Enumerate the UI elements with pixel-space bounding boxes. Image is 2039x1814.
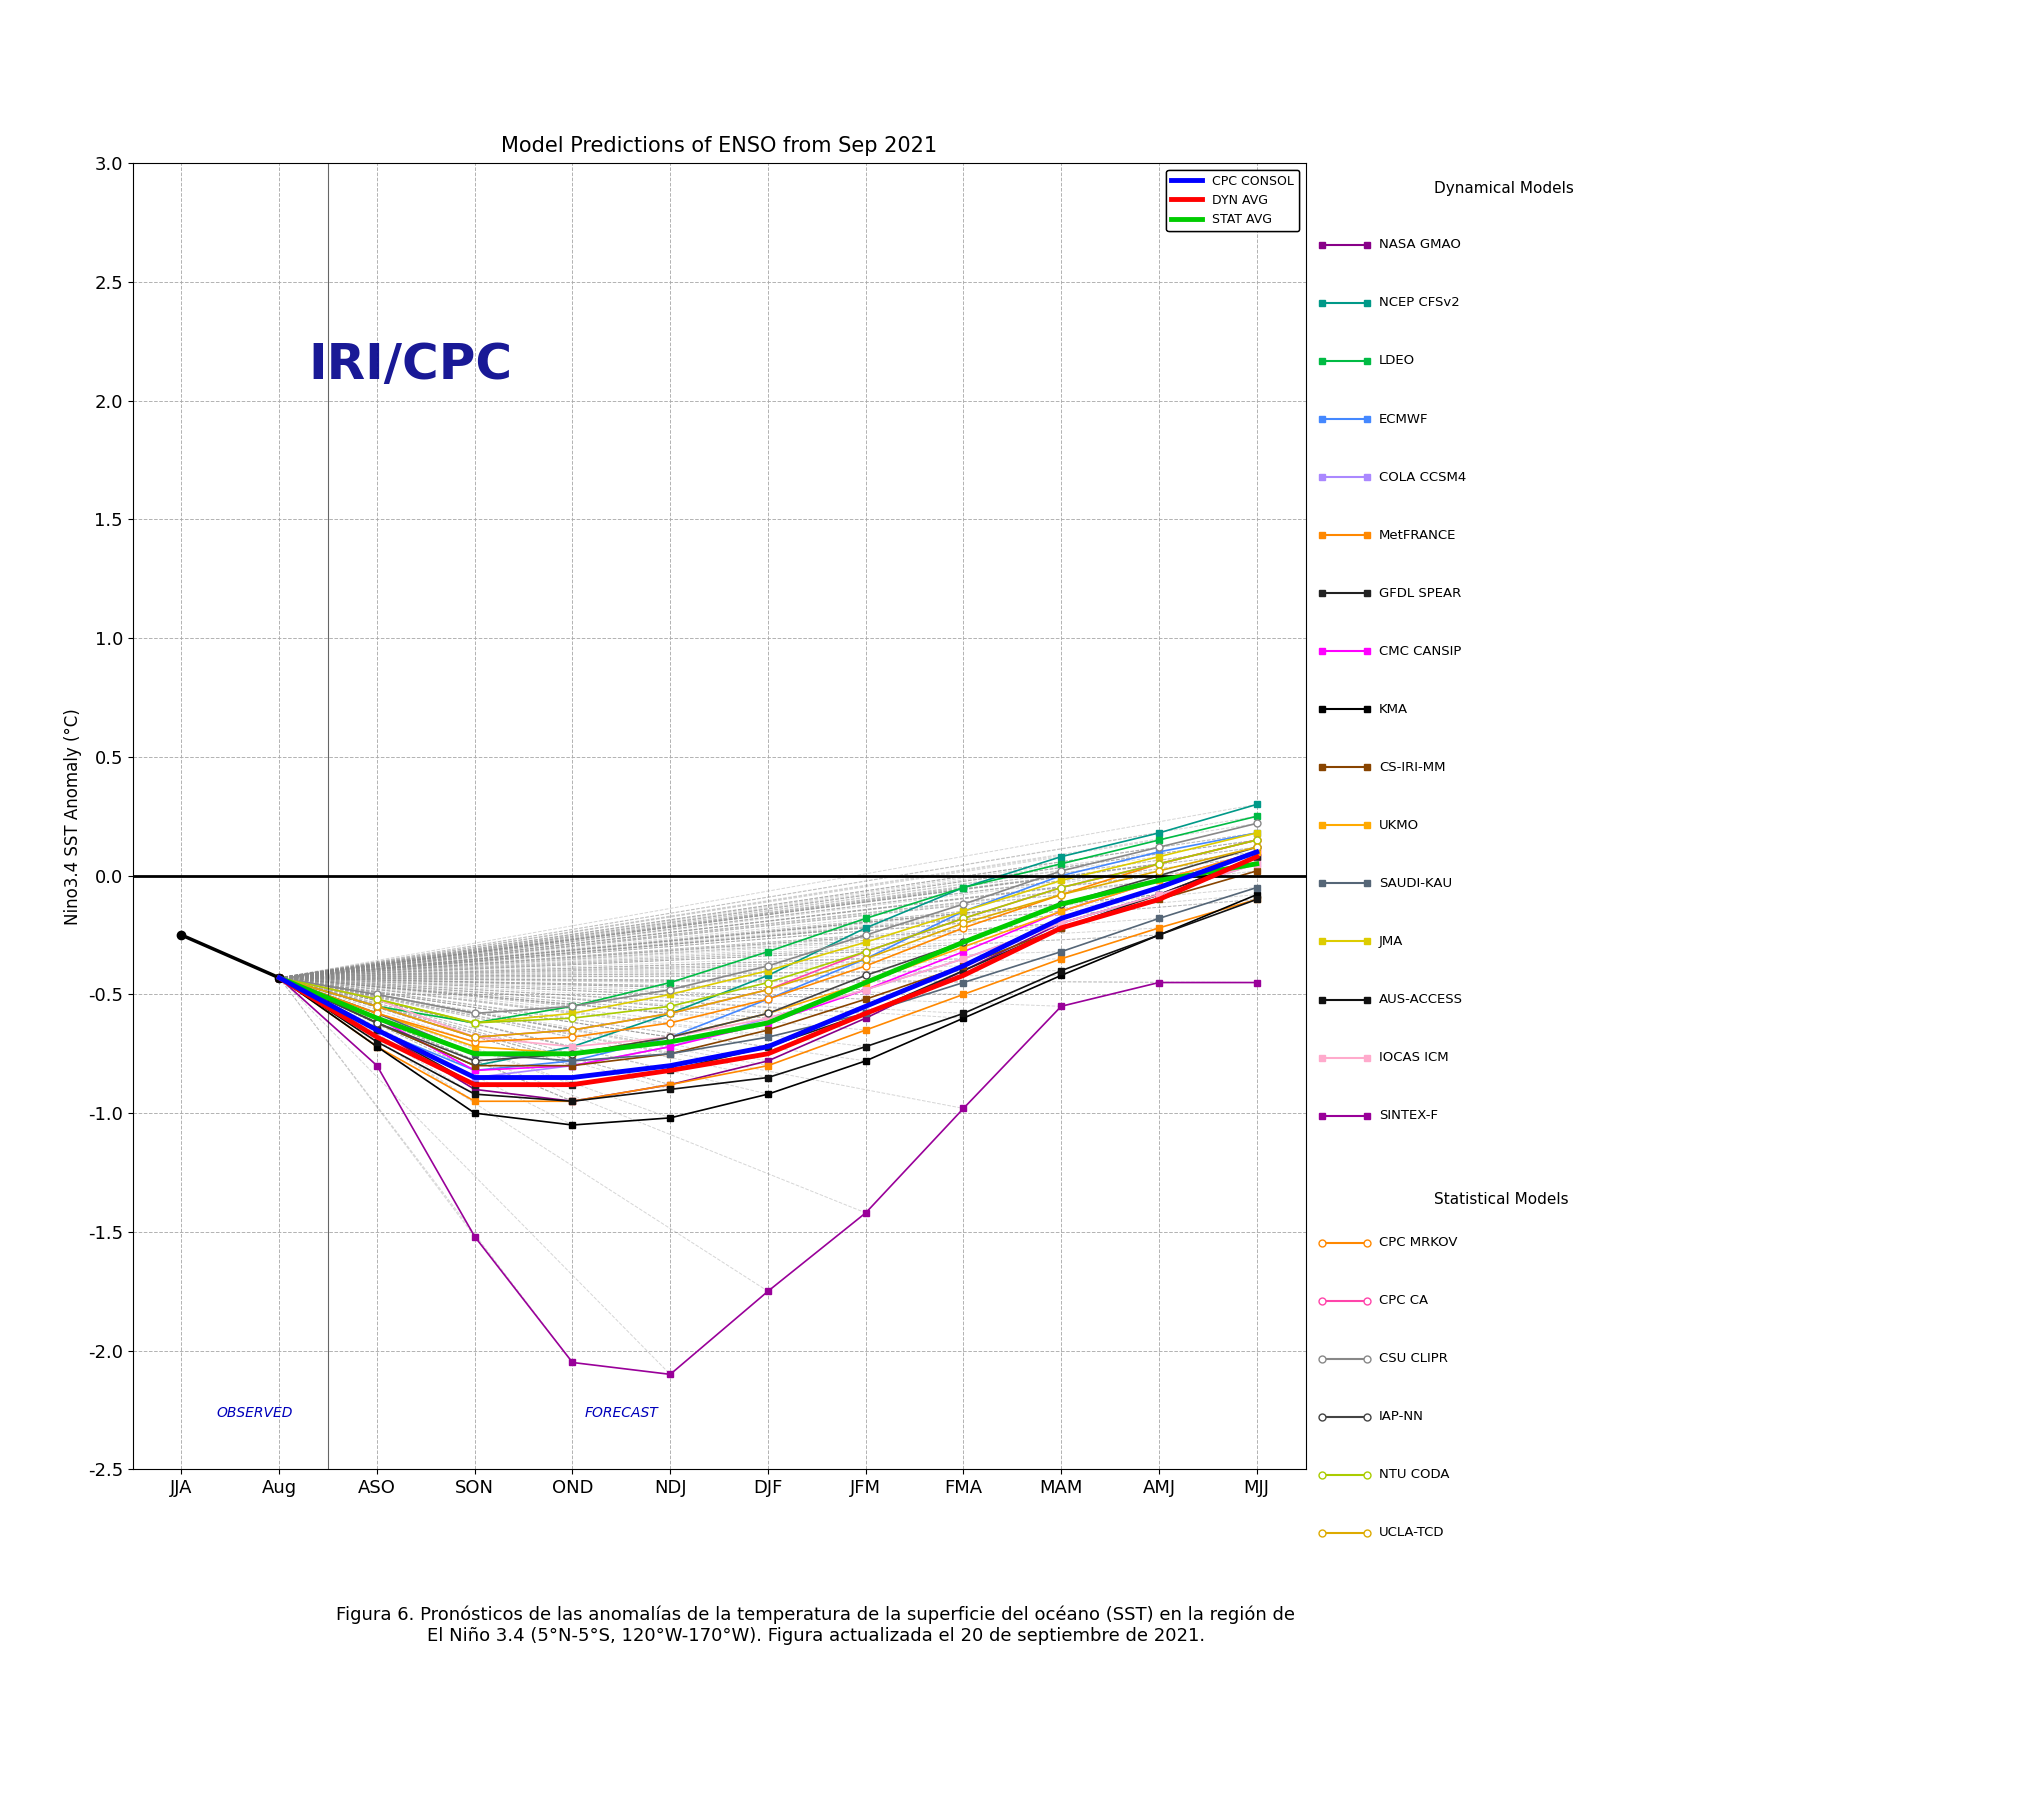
Text: GFDL SPEAR: GFDL SPEAR bbox=[1378, 586, 1460, 600]
Text: ECMWF: ECMWF bbox=[1378, 412, 1427, 426]
Text: SINTEX-F: SINTEX-F bbox=[1378, 1108, 1437, 1123]
Text: Statistical Models: Statistical Models bbox=[1433, 1192, 1568, 1206]
Text: CSU CLIPR: CSU CLIPR bbox=[1378, 1351, 1448, 1366]
Text: NTU CODA: NTU CODA bbox=[1378, 1468, 1450, 1482]
Text: CMC CANSIP: CMC CANSIP bbox=[1378, 644, 1460, 658]
Text: JMA: JMA bbox=[1378, 934, 1403, 949]
Text: Dynamical Models: Dynamical Models bbox=[1433, 181, 1574, 196]
Y-axis label: Nino3.4 SST Anomaly (°C): Nino3.4 SST Anomaly (°C) bbox=[63, 707, 82, 925]
Text: IOCAS ICM: IOCAS ICM bbox=[1378, 1050, 1448, 1065]
Text: LDEO: LDEO bbox=[1378, 354, 1415, 368]
Text: Figura 6. Pronósticos de las anomalías de la temperatura de la superficie del oc: Figura 6. Pronósticos de las anomalías d… bbox=[336, 1605, 1295, 1645]
Text: CPC CA: CPC CA bbox=[1378, 1293, 1427, 1308]
Text: FORECAST: FORECAST bbox=[585, 1406, 659, 1420]
Text: MetFRANCE: MetFRANCE bbox=[1378, 528, 1456, 542]
Text: IRI/CPC: IRI/CPC bbox=[308, 341, 512, 390]
Text: CS-IRI-MM: CS-IRI-MM bbox=[1378, 760, 1446, 775]
Title: Model Predictions of ENSO from Sep 2021: Model Predictions of ENSO from Sep 2021 bbox=[502, 136, 936, 156]
Text: AUS-ACCESS: AUS-ACCESS bbox=[1378, 992, 1462, 1007]
Text: NASA GMAO: NASA GMAO bbox=[1378, 238, 1460, 252]
Legend: CPC CONSOL, DYN AVG, STAT AVG: CPC CONSOL, DYN AVG, STAT AVG bbox=[1166, 169, 1299, 230]
Text: IAP-NN: IAP-NN bbox=[1378, 1409, 1423, 1424]
Text: OBSERVED: OBSERVED bbox=[216, 1406, 294, 1420]
Text: NCEP CFSv2: NCEP CFSv2 bbox=[1378, 296, 1460, 310]
Text: SAUDI-KAU: SAUDI-KAU bbox=[1378, 876, 1452, 891]
Text: KMA: KMA bbox=[1378, 702, 1407, 717]
Text: UKMO: UKMO bbox=[1378, 818, 1419, 833]
Text: CPC MRKOV: CPC MRKOV bbox=[1378, 1235, 1456, 1250]
Text: COLA CCSM4: COLA CCSM4 bbox=[1378, 470, 1466, 484]
Text: UCLA-TCD: UCLA-TCD bbox=[1378, 1526, 1444, 1540]
